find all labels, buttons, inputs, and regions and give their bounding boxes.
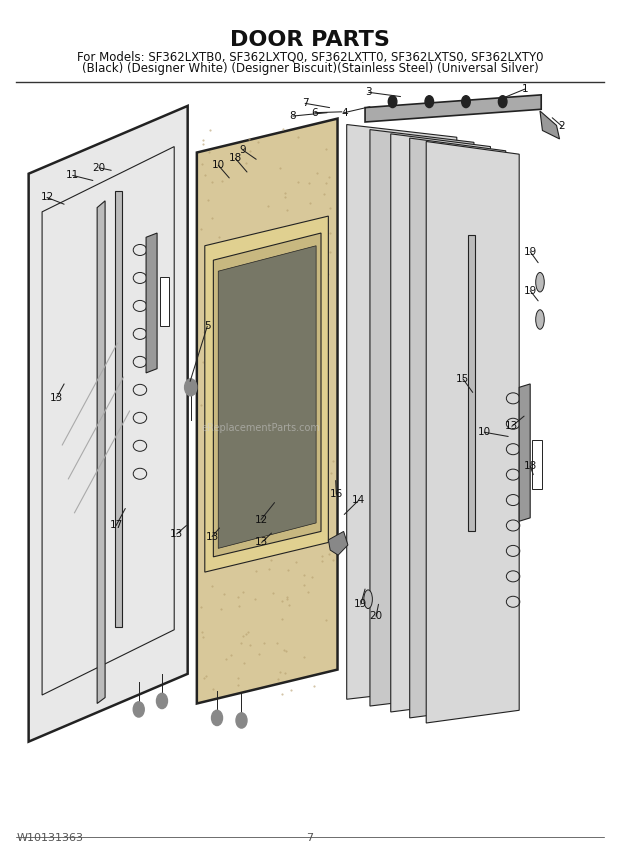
Text: 4: 4 xyxy=(341,108,348,117)
Text: 13: 13 xyxy=(170,529,184,539)
Text: 8: 8 xyxy=(290,111,296,121)
Text: 19: 19 xyxy=(523,247,537,257)
Ellipse shape xyxy=(536,272,544,292)
Text: 7: 7 xyxy=(302,98,308,109)
Text: 19: 19 xyxy=(523,286,537,295)
Circle shape xyxy=(236,713,247,728)
Circle shape xyxy=(185,379,197,395)
Text: 10: 10 xyxy=(478,427,491,437)
Text: 20: 20 xyxy=(370,611,383,621)
Ellipse shape xyxy=(536,310,544,330)
Polygon shape xyxy=(410,138,506,718)
Text: 12: 12 xyxy=(40,193,53,202)
Ellipse shape xyxy=(364,590,373,609)
Circle shape xyxy=(462,96,470,108)
Text: 17: 17 xyxy=(110,520,123,531)
Text: 5: 5 xyxy=(204,321,211,331)
Text: 18: 18 xyxy=(229,153,242,163)
Bar xyxy=(532,440,542,489)
Polygon shape xyxy=(97,201,105,704)
Text: 13: 13 xyxy=(505,421,518,431)
Text: 1: 1 xyxy=(522,84,529,94)
Text: DOOR PARTS: DOOR PARTS xyxy=(230,30,390,50)
Text: 13: 13 xyxy=(205,532,219,542)
Polygon shape xyxy=(329,532,348,556)
Text: 12: 12 xyxy=(254,514,268,525)
Bar xyxy=(468,235,474,532)
Text: 16: 16 xyxy=(330,489,343,499)
Text: 9: 9 xyxy=(239,145,246,155)
Circle shape xyxy=(498,96,507,108)
Bar xyxy=(159,277,169,326)
Text: eReplacementParts.com: eReplacementParts.com xyxy=(202,423,321,433)
Text: 3: 3 xyxy=(365,87,372,98)
Text: 13: 13 xyxy=(255,538,268,548)
Text: 15: 15 xyxy=(456,374,469,383)
Polygon shape xyxy=(205,216,329,572)
Text: 10: 10 xyxy=(211,160,225,170)
Polygon shape xyxy=(146,233,157,373)
Circle shape xyxy=(388,96,397,108)
Polygon shape xyxy=(197,119,337,704)
Circle shape xyxy=(133,702,144,717)
Circle shape xyxy=(425,96,433,108)
Text: 20: 20 xyxy=(92,163,105,173)
Polygon shape xyxy=(213,233,321,557)
Polygon shape xyxy=(365,95,541,122)
Text: 2: 2 xyxy=(559,122,565,131)
Text: 6: 6 xyxy=(312,108,318,117)
Bar xyxy=(115,191,122,627)
Polygon shape xyxy=(29,106,188,741)
Polygon shape xyxy=(218,246,316,549)
Circle shape xyxy=(156,693,167,709)
Text: 19: 19 xyxy=(354,599,368,609)
Text: 13: 13 xyxy=(50,393,63,403)
Polygon shape xyxy=(540,111,560,139)
Polygon shape xyxy=(391,134,490,712)
Polygon shape xyxy=(426,141,519,723)
Polygon shape xyxy=(519,384,530,521)
Polygon shape xyxy=(370,129,474,706)
Text: 14: 14 xyxy=(352,495,366,505)
Text: 7: 7 xyxy=(306,834,314,843)
Text: For Models: SF362LXTB0, SF362LXTQ0, SF362LXTT0, SF362LXTS0, SF362LXTY0: For Models: SF362LXTB0, SF362LXTQ0, SF36… xyxy=(77,51,543,63)
Polygon shape xyxy=(347,124,457,699)
Text: 18: 18 xyxy=(523,461,537,471)
Text: W10131363: W10131363 xyxy=(16,834,84,843)
Circle shape xyxy=(211,710,223,726)
Text: (Black) (Designer White) (Designer Biscuit)(Stainless Steel) (Universal Silver): (Black) (Designer White) (Designer Biscu… xyxy=(82,62,538,75)
Text: 11: 11 xyxy=(66,170,79,181)
